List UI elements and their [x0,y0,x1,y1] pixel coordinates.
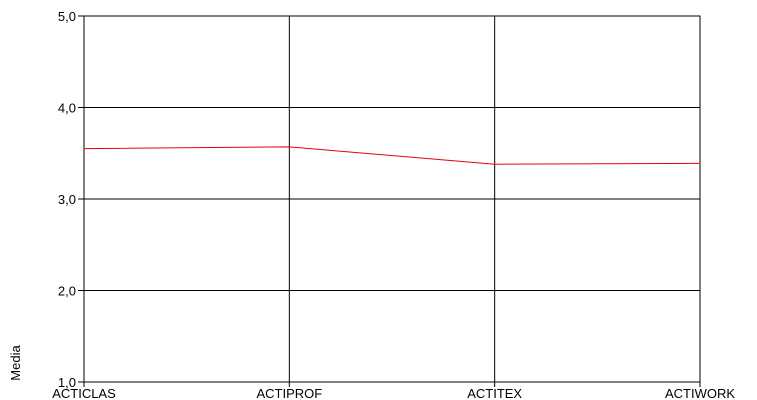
data-point [288,146,290,148]
y-tick-label: 2,0 [58,284,76,299]
y-tick-label: 3,0 [58,192,76,207]
y-axis-ticks: 1,0 2,0 3,0 4,0 5,0 [58,9,84,390]
y-tick-label: 1,0 [58,375,76,390]
data-point [494,163,496,165]
x-tick-label: ACTITEX [467,386,522,400]
y-tick-label: 4,0 [58,101,76,116]
x-tick-label: ACTIWORK [665,386,735,400]
x-tick-label: ACTICLAS [52,386,116,400]
x-axis-ticks: ACTICLAS ACTIPROF ACTITEX ACTIWORK [52,382,735,400]
series-line [83,146,701,165]
data-point [699,162,701,164]
y-tick-label: 5,0 [58,9,76,24]
x-tick-label: ACTIPROF [256,386,322,400]
grid-layer [84,16,700,382]
series-layer [83,146,701,165]
data-point [83,148,85,150]
y-axis-label: Media [8,345,23,381]
